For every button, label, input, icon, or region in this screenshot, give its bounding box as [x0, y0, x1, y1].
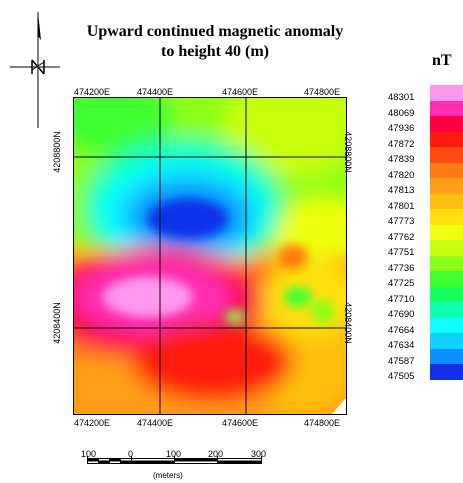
legend-label: 47751 — [388, 247, 415, 258]
legend-swatch — [430, 271, 463, 287]
map-title-line2: to height 40 (m) — [161, 43, 269, 60]
north-arrow-icon — [10, 12, 60, 128]
legend-swatch — [430, 255, 463, 271]
y-tick-left-1: 4208800N — [51, 131, 62, 173]
legend-color-bar — [430, 85, 463, 380]
legend-label: 47587 — [388, 355, 415, 367]
x-tick-top-3: 474600E — [222, 87, 259, 97]
y-tick-left-2: 4208400N — [51, 302, 62, 344]
legend-swatch — [430, 100, 463, 116]
legend-label: 47634 — [388, 340, 415, 351]
legend-swatch — [430, 364, 463, 380]
legend-label: 47664 — [388, 324, 415, 336]
legend-label: 47505 — [388, 371, 415, 382]
legend-swatch — [430, 162, 463, 178]
legend-label: 48301 — [388, 92, 415, 103]
legend-swatch — [430, 302, 463, 318]
y-tick-right-1: 4208800N — [342, 131, 353, 173]
legend-swatch — [430, 286, 463, 302]
x-tick-bottom-2: 474400E — [137, 418, 174, 428]
legend-swatch — [430, 317, 463, 333]
legend-swatch — [430, 178, 463, 194]
scale-label-4: 200 — [208, 449, 224, 459]
legend-label: 47710 — [388, 293, 415, 305]
scale-label-3: 100 — [166, 449, 182, 459]
legend-label: 47820 — [388, 169, 415, 181]
x-tick-top-2: 474400E — [137, 87, 174, 97]
legend-label: 47762 — [388, 231, 415, 243]
legend-swatch — [430, 147, 463, 163]
legend-label: 47773 — [388, 216, 415, 227]
legend-label: 47813 — [388, 185, 415, 196]
legend-label: 47839 — [388, 154, 415, 165]
legend-label: 48069 — [388, 107, 415, 119]
x-tick-bottom-3: 474600E — [222, 418, 259, 428]
map-title-line1: Upward continued magnetic anomaly — [86, 23, 344, 40]
legend-swatch — [430, 193, 463, 209]
x-tick-bottom-4: 474800E — [304, 418, 341, 428]
legend-unit: nT — [432, 52, 452, 69]
legend-swatch — [430, 85, 463, 101]
anomaly-map — [73, 97, 347, 415]
legend-swatch — [430, 131, 463, 147]
legend-swatch — [430, 209, 463, 225]
x-tick-bottom-1: 474200E — [74, 418, 111, 428]
legend-swatch — [430, 116, 463, 132]
legend-label: 47725 — [388, 278, 415, 289]
legend-swatch — [430, 348, 463, 364]
legend-swatch — [430, 333, 463, 349]
scale-label-1: 100 — [81, 449, 97, 459]
y-tick-right-2: 4208400N — [342, 302, 353, 344]
legend-label: 47936 — [388, 123, 415, 134]
scale-label-2: 0 — [128, 449, 134, 459]
legend-label: 47872 — [388, 138, 415, 150]
legend-label: 47801 — [388, 200, 415, 212]
x-tick-top-1: 474200E — [74, 87, 111, 97]
scale-label-5: 300 — [251, 449, 267, 459]
scale-bar — [87, 448, 267, 473]
legend-swatch — [430, 224, 463, 240]
scale-unit: (meters) — [153, 471, 183, 480]
legend-label: 47690 — [388, 309, 415, 320]
legend-label: 47736 — [388, 262, 415, 274]
legend-labels: 48301 48069 47936 47872 47839 47820 47813 47801… — [388, 90, 414, 385]
legend-swatch — [430, 240, 463, 256]
x-tick-top-4: 474800E — [304, 87, 341, 97]
